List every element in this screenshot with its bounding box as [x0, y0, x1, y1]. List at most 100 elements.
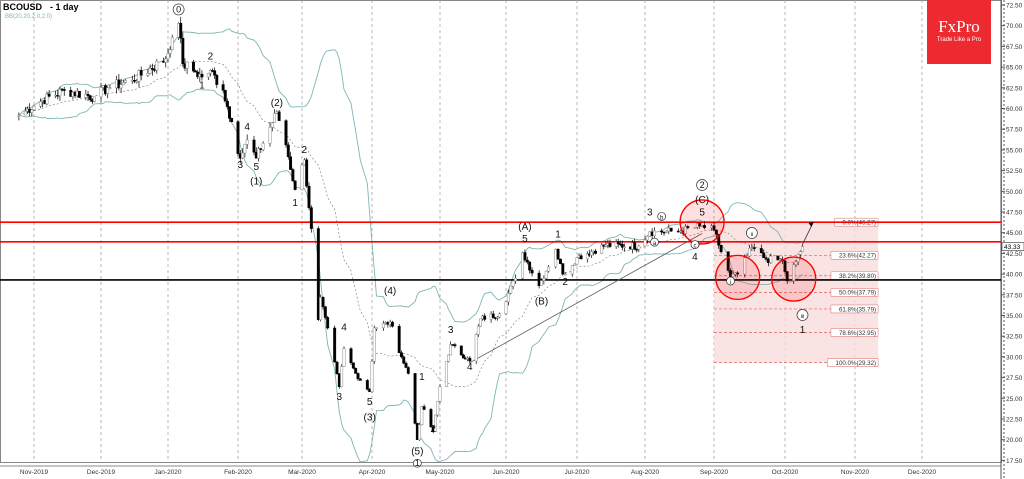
- candle-body: [213, 70, 217, 76]
- y-tick-label: 47.50: [1006, 210, 1023, 217]
- candle-body: [736, 272, 740, 275]
- candle: [58, 86, 62, 101]
- candle-body: [84, 94, 88, 98]
- candle-body: [381, 323, 385, 328]
- candle: [429, 407, 433, 428]
- candle-body: [333, 327, 337, 363]
- candle: [170, 34, 174, 51]
- candle: [563, 272, 567, 276]
- candle-body: [323, 306, 327, 318]
- elliott-wave-label: iii: [801, 314, 805, 320]
- wave-label-circle: [650, 237, 659, 247]
- candle: [413, 373, 417, 425]
- candle: [404, 361, 408, 368]
- candle: [496, 316, 499, 321]
- candle-body: [650, 231, 654, 236]
- candle: [575, 256, 579, 265]
- candle: [764, 256, 768, 262]
- fib-level-label: 38.2%(39.80): [839, 273, 876, 280]
- candle-body: [537, 272, 541, 286]
- candle-body: [719, 244, 723, 252]
- candle: [537, 270, 541, 289]
- candle-body: [635, 248, 639, 251]
- candle-body: [637, 245, 641, 250]
- candle: [643, 236, 647, 247]
- candle: [261, 141, 265, 152]
- candle-body: [764, 257, 768, 260]
- y-tick-label: 32.50: [1006, 334, 1023, 341]
- candle-body: [525, 259, 529, 263]
- candle: [506, 289, 510, 306]
- candle-body: [47, 93, 51, 97]
- candle: [743, 254, 747, 278]
- candle-body: [135, 81, 139, 83]
- candle: [438, 384, 442, 403]
- candle: [776, 255, 780, 261]
- candle-body: [289, 156, 293, 170]
- candle: [47, 89, 51, 98]
- candle: [511, 279, 515, 290]
- candle: [305, 157, 309, 188]
- elliott-wave-label: (B): [535, 297, 548, 308]
- highlight-circle: [679, 199, 725, 245]
- candle: [321, 296, 325, 310]
- candle-body: [504, 301, 508, 315]
- candle-body: [241, 152, 245, 159]
- candle-body: [243, 143, 247, 154]
- candle-body: [358, 378, 362, 381]
- candle-body: [277, 111, 281, 121]
- candle: [479, 318, 482, 327]
- elliott-wave-label: (C): [695, 195, 709, 206]
- candle: [316, 226, 320, 321]
- elliott-wave-label: 1: [800, 325, 806, 336]
- candle-body: [62, 89, 66, 91]
- candle: [540, 278, 543, 286]
- candle: [93, 96, 96, 103]
- candle-body: [683, 226, 687, 234]
- candle: [693, 226, 697, 229]
- candle: [148, 64, 152, 75]
- candle-body: [340, 366, 344, 387]
- elliott-wave-label: 3: [448, 325, 454, 336]
- candle: [84, 89, 88, 101]
- candle: [284, 119, 288, 148]
- candle-body: [547, 266, 551, 272]
- candle-body: [268, 127, 272, 144]
- elliott-wave-label: a: [653, 241, 657, 247]
- candle: [792, 262, 796, 284]
- candle-body: [604, 244, 608, 247]
- candle-body: [461, 354, 465, 359]
- candle: [406, 366, 410, 375]
- y-tick-label: 42.50: [1006, 251, 1023, 258]
- fib-level-label: 23.6%(42.27): [839, 253, 876, 260]
- candle: [714, 229, 718, 239]
- y-tick-label: 45.00: [1006, 230, 1023, 237]
- candle: [32, 105, 36, 111]
- elliott-wave-label: 1: [292, 198, 298, 209]
- y-tick-label: 50.00: [1006, 189, 1023, 196]
- candle: [124, 79, 128, 84]
- candle-body: [474, 334, 478, 362]
- candle-body: [783, 260, 787, 272]
- x-tick-label: May-2020: [426, 469, 455, 476]
- candle-body: [703, 225, 706, 229]
- candle: [121, 79, 125, 86]
- candle: [676, 228, 680, 233]
- candle: [277, 109, 281, 121]
- y-tick-label: 20.00: [1006, 437, 1023, 444]
- candle-body: [752, 247, 756, 249]
- candle-body: [476, 326, 480, 335]
- y-tick-label: 40.00: [1006, 272, 1023, 279]
- candle-body: [236, 121, 240, 154]
- candle-body: [319, 297, 323, 320]
- candle-body: [354, 367, 358, 374]
- bollinger-upper-band: [18, 28, 803, 323]
- candle: [230, 117, 234, 123]
- candle-body: [179, 22, 183, 39]
- fxpro-logo: FxPro Trade Like a Pro: [927, 0, 991, 64]
- candle: [589, 249, 593, 258]
- candle-body: [792, 264, 796, 281]
- wave-label-circle: [746, 227, 758, 239]
- candle-body: [589, 251, 593, 256]
- x-tick-label: Mar-2020: [288, 469, 316, 476]
